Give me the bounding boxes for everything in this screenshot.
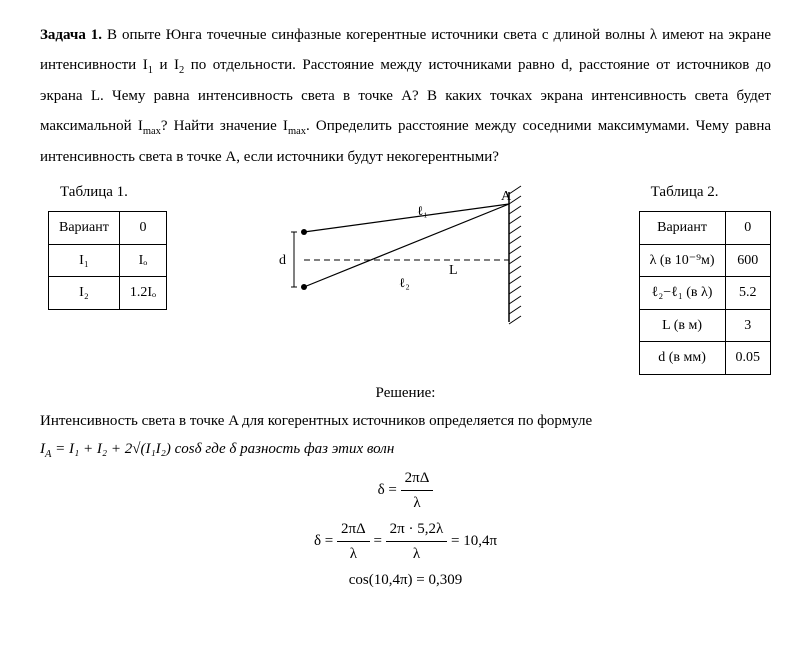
table-cell: Вариант: [639, 212, 725, 245]
problem-text: Задача 1. В опыте Юнга точечные синфазны…: [40, 20, 771, 172]
diagram-label-A: A: [501, 189, 512, 204]
table-row: Вариант0: [639, 212, 770, 245]
tables-diagram-row: Таблица 1. Вариант0 I₁Iₒ I₂1.2Iₒ: [40, 182, 771, 375]
delta-calc-lhs: δ =: [314, 533, 337, 549]
table-cell: ℓ₂−ℓ₁ (в λ): [639, 277, 725, 310]
table-cell: 5.2: [725, 277, 771, 310]
young-diagram: d L ℓ₁ ℓ₂ A: [179, 182, 619, 332]
diagram-label-l2: ℓ₂: [399, 275, 410, 290]
table-cell: L (в м): [639, 309, 725, 342]
table-row: λ (в 10⁻⁹м)600: [639, 244, 770, 277]
eq1-rhs-a: = I₁ + I₂ + 2: [51, 441, 132, 457]
table2-caption: Таблица 2.: [651, 182, 719, 203]
solution-label: Решение:: [40, 381, 771, 405]
delta-calc-mid: =: [373, 533, 385, 549]
table-cell: λ (в 10⁻⁹м): [639, 244, 725, 277]
f2-num: 2π · 5,2λ: [386, 517, 448, 542]
table-cell: I₁: [49, 244, 120, 277]
delta-calc-rhs: = 10,4π: [451, 533, 497, 549]
table1: Вариант0 I₁Iₒ I₂1.2Iₒ: [48, 211, 167, 310]
solution-line-1: Интенсивность света в точке A для когере…: [40, 409, 771, 433]
table-row: L (в м)3: [639, 309, 770, 342]
delta-den: λ: [401, 491, 434, 515]
table-cell: 0: [725, 212, 771, 245]
diagram-label-l1: ℓ₁: [417, 203, 428, 218]
sub-max-2: max: [288, 126, 306, 137]
solution-eq-1: IA = I₁ + I₂ + 2√(I₁I₂) cosδ где δ разно…: [40, 437, 771, 464]
eq1-sqrt: √(I₁I₂): [132, 441, 171, 457]
delta-calc: δ = 2πΔλ = 2π · 5,2λλ = 10,4π: [40, 517, 771, 566]
table2: Вариант0 λ (в 10⁻⁹м)600 ℓ₂−ℓ₁ (в λ)5.2 L…: [639, 211, 771, 375]
table-row: I₂1.2Iₒ: [49, 277, 167, 310]
table-cell: 0.05: [725, 342, 771, 375]
diagram-label-L: L: [449, 263, 458, 278]
problem-body-2: и I: [153, 57, 179, 73]
f1-den: λ: [337, 542, 370, 566]
table1-caption: Таблица 1.: [60, 182, 128, 203]
table-row: d (в мм)0.05: [639, 342, 770, 375]
delta-num: 2πΔ: [401, 466, 434, 491]
sub-max-1: max: [143, 126, 161, 137]
table-row: I₁Iₒ: [49, 244, 167, 277]
table-row: Вариант0: [49, 212, 167, 245]
table-cell: 3: [725, 309, 771, 342]
table-cell: Вариант: [49, 212, 120, 245]
table-cell: I₂: [49, 277, 120, 310]
f2-den: λ: [386, 542, 448, 566]
table2-col: Таблица 2. Вариант0 λ (в 10⁻⁹м)600 ℓ₂−ℓ₁…: [631, 182, 771, 375]
eq1-rhs-b: cosδ где δ разность фаз этих волн: [171, 441, 394, 457]
f1-num: 2πΔ: [337, 517, 370, 542]
table-cell: 600: [725, 244, 771, 277]
diagram-label-d: d: [279, 253, 286, 268]
cos-value: cos(10,4π) = 0,309: [40, 568, 771, 592]
table-cell: 0: [119, 212, 166, 245]
problem-body-4: ? Найти значение I: [161, 118, 288, 134]
delta-def: δ = 2πΔλ: [40, 466, 771, 515]
solution-line-1a: Интенсивность света в точке A для когере…: [40, 413, 592, 429]
table-cell: Iₒ: [119, 244, 166, 277]
problem-title: Задача 1.: [40, 27, 102, 43]
table1-col: Таблица 1. Вариант0 I₁Iₒ I₂1.2Iₒ: [40, 182, 167, 310]
table-cell: d (в мм): [639, 342, 725, 375]
table-cell: 1.2Iₒ: [119, 277, 166, 310]
table-row: ℓ₂−ℓ₁ (в λ)5.2: [639, 277, 770, 310]
